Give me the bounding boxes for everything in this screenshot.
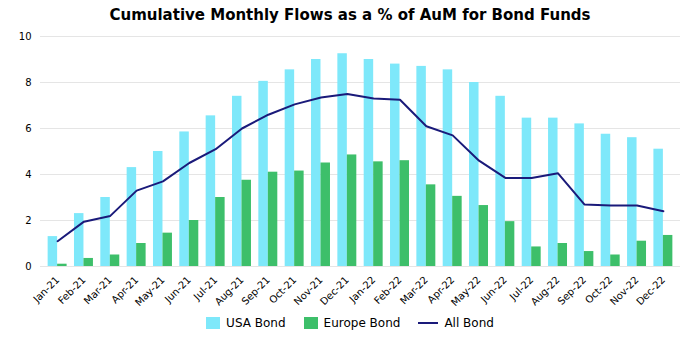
- svg-text:Mar-21: Mar-21: [82, 274, 114, 306]
- svg-text:Jul-22: Jul-22: [507, 274, 536, 303]
- svg-text:Jun-22: Jun-22: [478, 274, 509, 305]
- svg-text:0: 0: [25, 261, 31, 272]
- svg-text:Jan-22: Jan-22: [347, 274, 378, 305]
- svg-text:Oct-21: Oct-21: [266, 274, 299, 306]
- svg-text:Mar-22: Mar-22: [398, 274, 430, 306]
- svg-text:Oct-22: Oct-22: [582, 274, 615, 306]
- svg-text:Jun-21: Jun-21: [162, 274, 193, 305]
- svg-text:Apr-21: Apr-21: [109, 274, 141, 306]
- svg-text:Jan-21: Jan-21: [31, 274, 62, 305]
- svg-text:Aug-21: Aug-21: [213, 274, 246, 307]
- svg-text:6: 6: [25, 123, 31, 134]
- html-text:Cumulative Monthly Flows as a: Cumulative Monthly Flows as a % of AuM f…: [109, 6, 591, 24]
- html-text:All Bond: All Bond: [444, 316, 494, 330]
- svg-text:Nov-22: Nov-22: [607, 274, 641, 308]
- svg-text:Aug-22: Aug-22: [529, 274, 562, 307]
- svg-text:8: 8: [25, 77, 31, 88]
- svg-text:May-22: May-22: [449, 274, 483, 308]
- svg-text:Apr-22: Apr-22: [425, 274, 457, 306]
- svg-text:Nov-21: Nov-21: [291, 274, 325, 308]
- svg-text:10: 10: [19, 31, 32, 42]
- svg-text:Dec-21: Dec-21: [318, 274, 351, 307]
- svg-text:May-21: May-21: [133, 274, 167, 308]
- html-text:USA Bond: USA Bond: [226, 316, 286, 330]
- svg-text:Sep-21: Sep-21: [239, 274, 272, 307]
- svg-text:Sep-22: Sep-22: [555, 274, 588, 307]
- html-text:Europe Bond: Europe Bond: [323, 316, 401, 330]
- svg-text:Dec-22: Dec-22: [634, 274, 667, 307]
- svg-text:2: 2: [25, 215, 31, 226]
- svg-text:Jul-21: Jul-21: [191, 274, 220, 303]
- svg-text:Feb-22: Feb-22: [372, 274, 404, 306]
- svg-text:4: 4: [25, 169, 31, 180]
- svg-text:Feb-21: Feb-21: [56, 274, 88, 306]
